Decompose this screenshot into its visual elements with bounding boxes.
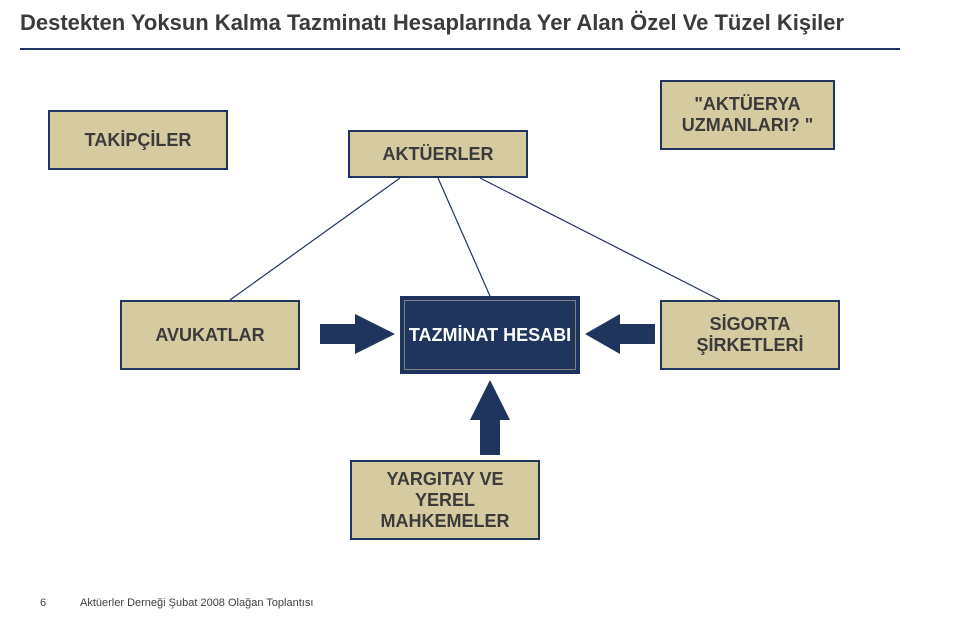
box-aktuerler: AKTÜERLER (348, 130, 528, 178)
line-aktuerler-to-tazminat (438, 178, 490, 296)
arrow-sigorta-to-tazminat (585, 314, 655, 354)
line-aktuerler-to-avukatlar (230, 178, 400, 300)
box-yargitay: YARGITAY VE YEREL MAHKEMELER (350, 460, 540, 540)
line-aktuerler-to-sigorta (480, 178, 720, 300)
footer-page-num: 6 (40, 597, 46, 609)
box-aktuerya-label: "AKTÜERYA UZMANLARI? " (666, 94, 829, 136)
arrow-avukatlar-to-tazminat (320, 314, 395, 354)
footer-text: Aktüerler Derneği Şubat 2008 Olağan Topl… (80, 597, 313, 609)
box-avukatlar: AVUKATLAR (120, 300, 300, 370)
title-rule (20, 48, 900, 50)
box-sigorta-label: SİGORTA ŞİRKETLERİ (666, 314, 834, 356)
page-title: Destekten Yoksun Kalma Tazminatı Hesapla… (20, 10, 844, 36)
box-sigorta: SİGORTA ŞİRKETLERİ (660, 300, 840, 370)
box-yargitay-label: YARGITAY VE YEREL MAHKEMELER (356, 469, 534, 532)
box-tazminat: TAZMİNAT HESABI (400, 296, 580, 374)
box-takipciler: TAKİPÇİLER (48, 110, 228, 170)
box-takipciler-label: TAKİPÇİLER (85, 130, 192, 151)
arrow-yargitay-to-tazminat (470, 380, 510, 455)
box-aktuerler-label: AKTÜERLER (383, 144, 494, 165)
box-avukatlar-label: AVUKATLAR (155, 325, 264, 346)
box-tazminat-label: TAZMİNAT HESABI (409, 325, 571, 346)
box-aktuerya: "AKTÜERYA UZMANLARI? " (660, 80, 835, 150)
